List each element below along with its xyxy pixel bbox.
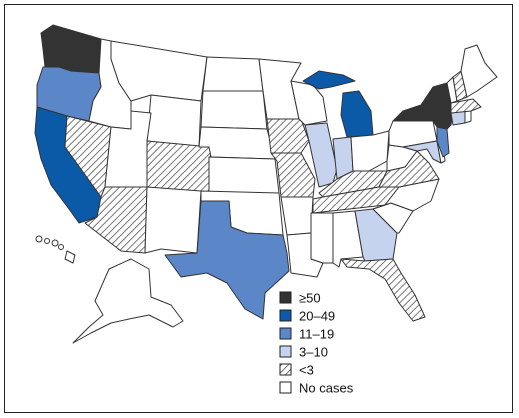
legend-label-c3_10: 3–10	[299, 345, 328, 360]
us-map: ≥50 20–49 11–19 3–10 <3 No cases	[34, 24, 498, 396]
legend-label-none: No cases	[299, 381, 354, 396]
legend-swatch-none	[279, 381, 292, 394]
legend: ≥50 20–49 11–19 3–10 <3 No cases	[279, 291, 354, 396]
legend-label-ge50: ≥50	[299, 291, 321, 306]
legend-label-lt3: <3	[299, 363, 314, 378]
state-massachusetts	[450, 98, 482, 114]
state-florida	[340, 258, 426, 322]
state-hawaii	[35, 235, 76, 264]
legend-swatch-c20_49	[279, 309, 292, 322]
state-montana	[110, 40, 208, 102]
state-arkansas	[280, 196, 314, 236]
map-frame: ≥50 20–49 11–19 3–10 <3 No cases	[4, 4, 513, 413]
state-kansas	[208, 156, 280, 194]
state-maine	[460, 44, 498, 98]
state-ohio	[350, 130, 390, 172]
state-iowa	[266, 118, 310, 154]
state-colorado	[146, 140, 212, 194]
legend-swatch-c11_19	[279, 327, 292, 340]
state-new-mexico	[144, 186, 202, 254]
legend-swatch-c3_10	[279, 345, 292, 358]
legend-label-c11_19: 11–19	[299, 327, 334, 342]
state-rhode-island	[464, 110, 472, 124]
state-north-dakota	[202, 56, 264, 92]
state-south-dakota	[200, 90, 268, 130]
state-michigan-upper	[302, 70, 356, 90]
state-texas	[164, 200, 290, 320]
state-washington	[40, 24, 102, 74]
state-alaska	[72, 258, 184, 344]
state-michigan-lower	[340, 90, 374, 138]
legend-swatch-ge50	[279, 291, 292, 304]
legend-swatch-lt3	[279, 363, 292, 376]
legend-label-c20_49: 20–49	[299, 309, 335, 324]
state-mississippi	[310, 212, 334, 264]
state-nebraska	[198, 126, 276, 160]
state-wyoming	[146, 94, 202, 148]
